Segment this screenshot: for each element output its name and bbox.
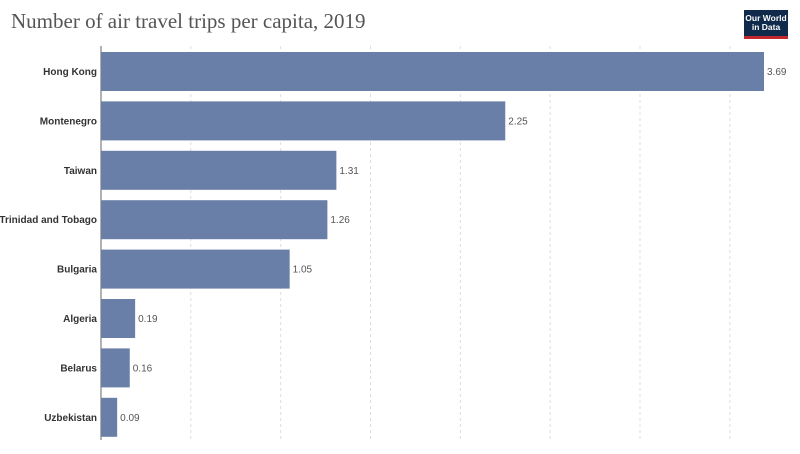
value-label-3: 1.26 <box>330 215 350 226</box>
value-label-1: 2.25 <box>508 116 528 127</box>
category-label-0: Hong Kong <box>43 67 97 78</box>
value-label-2: 1.31 <box>339 166 359 177</box>
bar-2[interactable] <box>101 150 337 190</box>
category-label-5: Algeria <box>63 314 97 325</box>
category-label-1: Montenegro <box>40 116 97 127</box>
category-label-4: Bulgaria <box>57 265 97 276</box>
bar-4[interactable] <box>101 249 290 289</box>
category-label-2: Taiwan <box>64 166 97 177</box>
category-label-7: Uzbekistan <box>44 413 97 424</box>
chart-title: Number of air travel trips per capita, 2… <box>11 9 366 33</box>
bar-6[interactable] <box>101 348 130 388</box>
bar-1[interactable] <box>101 101 506 141</box>
value-label-5: 0.19 <box>138 314 158 325</box>
logo-line-2: in Data <box>751 22 781 32</box>
bar-0[interactable] <box>101 52 764 91</box>
bar-5[interactable] <box>101 299 136 338</box>
bar-3[interactable] <box>101 200 328 240</box>
value-label-0: 3.69 <box>767 67 787 78</box>
owid-logo[interactable]: Our World in Data <box>744 10 788 39</box>
logo-line-1: Our World <box>745 12 787 23</box>
value-label-6: 0.16 <box>133 363 153 374</box>
bar-7[interactable] <box>101 397 118 437</box>
value-label-4: 1.05 <box>293 265 313 276</box>
value-label-7: 0.09 <box>120 413 140 424</box>
category-label-6: Belarus <box>60 363 97 374</box>
category-label-3: Trinidad and Tobago <box>0 215 97 226</box>
